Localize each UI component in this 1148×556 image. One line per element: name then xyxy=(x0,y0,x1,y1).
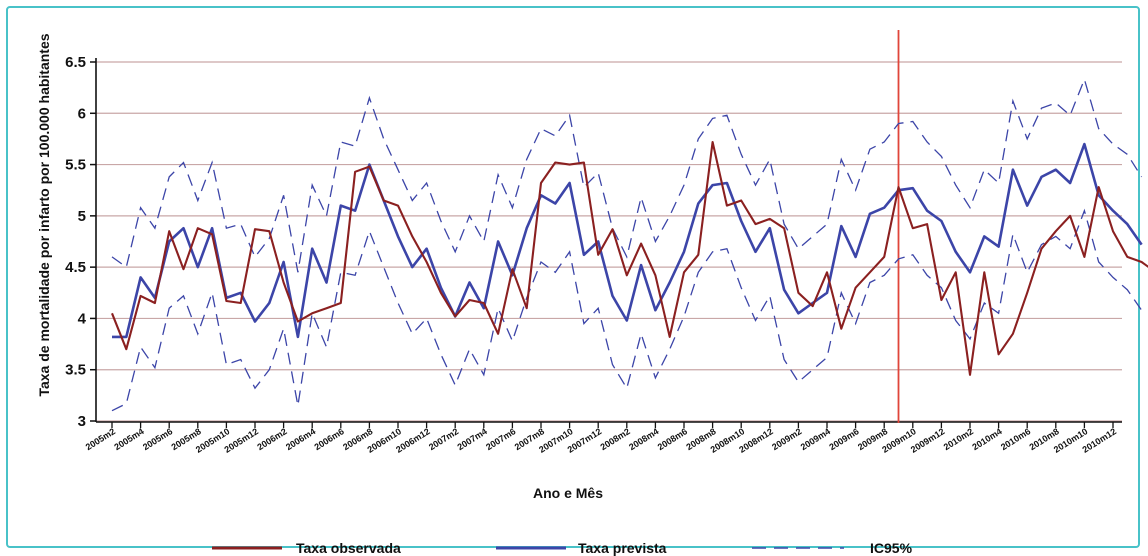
chart-frame xyxy=(6,6,1140,548)
ic95-upper-line xyxy=(111,77,1143,273)
y-tick-label: 4 xyxy=(78,310,87,327)
taxa-prevista-line xyxy=(112,142,1143,339)
x-tick-label: 2007m4 xyxy=(456,426,489,452)
y-tick-label: 3 xyxy=(78,413,86,430)
legend: Taxa observada Taxa prevista IC95% xyxy=(212,540,913,556)
x-tick-label: 2006m4 xyxy=(284,426,317,452)
y-tick-label: 5.5 xyxy=(65,157,86,174)
x-tick-label: 2010m2 xyxy=(942,426,975,452)
y-tick-label: 5 xyxy=(78,208,86,225)
x-tick-label: 2005m4 xyxy=(112,426,145,452)
series-lines xyxy=(111,30,1148,423)
x-tick-label: 2008m6 xyxy=(656,426,689,452)
y-tick-label: 6.5 xyxy=(65,54,86,71)
x-tick-label: 2009m2 xyxy=(770,426,803,452)
x-tick-label: 2006m6 xyxy=(313,426,346,452)
x-tick-label: 2007m6 xyxy=(484,426,517,452)
axes: 33.544.555.566.52005m22005m42005m62005m8… xyxy=(65,54,1122,455)
y-axis-title: Taxa de mortalidade por infarto por 100.… xyxy=(36,33,52,396)
x-tick-label: 2010m4 xyxy=(970,426,1003,452)
ic95-lower-line xyxy=(111,208,1143,412)
x-tick-label: 2006m2 xyxy=(255,426,288,452)
y-tick-label: 4.5 xyxy=(65,259,86,276)
x-tick-label: 2005m6 xyxy=(141,426,174,452)
x-tick-label: 2005m2 xyxy=(84,426,117,452)
x-tick-label: 2010m6 xyxy=(999,426,1032,452)
legend-label-taxa-observada: Taxa observada xyxy=(296,540,401,556)
y-tick-label: 3.5 xyxy=(65,362,86,379)
y-tick-label: 6 xyxy=(78,105,86,122)
x-tick-label: 2008m2 xyxy=(599,426,632,452)
legend-label-ic95: IC95% xyxy=(870,540,913,556)
x-tick-label: 2009m4 xyxy=(799,426,832,452)
x-axis-title: Ano e Mês xyxy=(533,485,603,501)
x-tick-label: 2007m2 xyxy=(427,426,460,452)
x-tick-label: 2008m4 xyxy=(627,426,660,452)
taxa-observada-line xyxy=(111,140,1148,376)
legend-label-taxa-prevista: Taxa prevista xyxy=(578,540,667,556)
x-tick-label: 2009m6 xyxy=(827,426,860,452)
